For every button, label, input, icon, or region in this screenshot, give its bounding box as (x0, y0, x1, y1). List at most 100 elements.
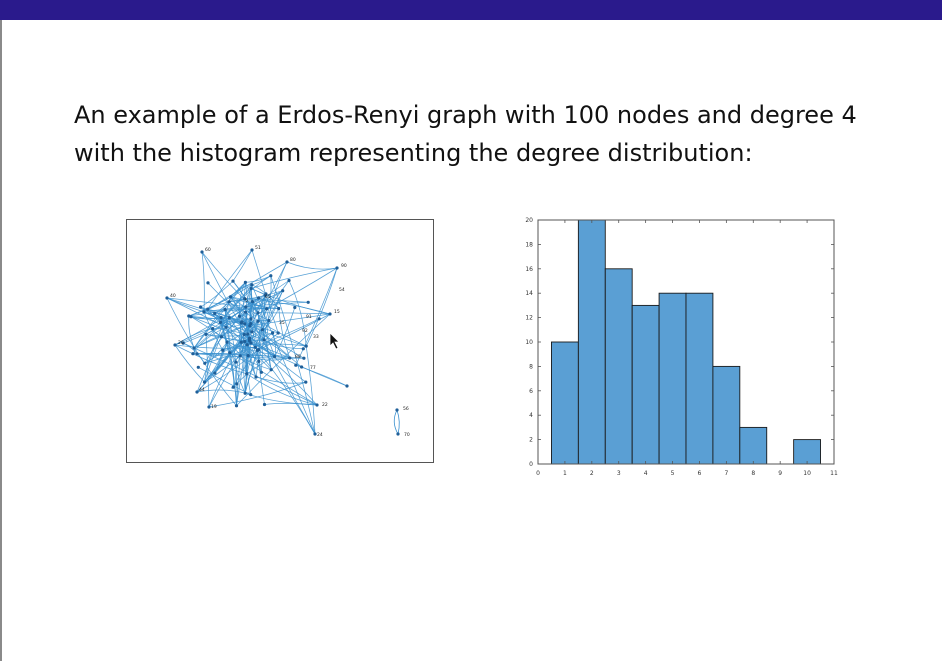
graph-node (300, 365, 304, 369)
graph-node (207, 405, 211, 409)
graph-node (271, 331, 275, 335)
graph-node (395, 408, 399, 412)
y-tick-label: 0 (529, 461, 533, 468)
graph-edge (286, 261, 338, 270)
graph-node (313, 432, 317, 436)
graph-node (203, 361, 207, 365)
graph-node (238, 354, 242, 358)
x-tick-label: 7 (724, 470, 728, 477)
graph-node (234, 404, 239, 408)
graph-node (269, 274, 273, 278)
y-tick-label: 6 (529, 388, 533, 395)
graph-edge (258, 308, 267, 350)
graph-node (301, 347, 305, 351)
graph-node (277, 306, 281, 311)
histogram-bar-1 (551, 341, 579, 465)
graph-edge (203, 261, 288, 313)
graph-edge (174, 293, 267, 346)
graph-node (257, 296, 261, 300)
graph-node (243, 297, 247, 301)
graph-node (204, 332, 208, 336)
graph-edge (224, 309, 246, 394)
graph-node (256, 319, 260, 323)
graph-edge (252, 301, 275, 357)
y-tick-label: 18 (525, 241, 533, 248)
graph-node (243, 280, 247, 284)
graph-node-label: 40 (170, 293, 176, 299)
graph-node (315, 403, 319, 407)
x-tick-label: 9 (778, 470, 782, 477)
graph-node-label: 51 (255, 245, 261, 251)
graph-edge (221, 336, 251, 344)
graph-node (245, 343, 249, 347)
graph-node (265, 307, 269, 311)
x-tick-label: 4 (644, 470, 648, 477)
graph-node (243, 339, 247, 344)
x-tick-label: 6 (698, 470, 702, 477)
graph-node (257, 348, 261, 352)
graph-node (224, 325, 228, 329)
histogram-bar-7 (712, 365, 741, 465)
x-tick-label: 8 (751, 470, 755, 477)
graph-node (304, 380, 308, 384)
graph-node (247, 337, 252, 341)
network-graph-panel: 60 51 80 90 54 15 40 26 33 92 91 35 77 24 56 70 44 19 22 65… (126, 219, 434, 463)
graph-node (231, 279, 235, 283)
graph-node (243, 391, 247, 395)
graph-edge (236, 313, 331, 407)
graph-node (231, 385, 235, 389)
x-tick-label: 3 (617, 470, 621, 477)
graph-edge (203, 301, 309, 313)
graph-node (223, 307, 227, 312)
graph-edge (183, 342, 318, 406)
graph-edge (250, 267, 338, 289)
graph-edge (201, 251, 259, 314)
graph-edge (204, 341, 228, 364)
graph-edge (247, 290, 284, 356)
slide-text-line-1: An example of a Erdos-Renyi graph with 1… (74, 101, 857, 129)
graph-edge (166, 297, 267, 310)
graph-node (250, 300, 255, 304)
graph-node (254, 375, 258, 379)
graph-node (250, 330, 254, 334)
graph-node (264, 292, 268, 296)
graph-node (202, 310, 206, 314)
graph-edge (166, 297, 237, 407)
graph-node (228, 295, 233, 299)
graph-node (173, 343, 177, 347)
graph-edge (166, 297, 227, 328)
graph-node (225, 340, 229, 344)
graph-edge (174, 344, 247, 375)
graph-node (246, 332, 250, 336)
histogram-bar-10 (793, 439, 821, 465)
x-tick-label: 0 (536, 470, 540, 477)
graph-node (211, 327, 215, 331)
graph-node-label: 22 (322, 402, 328, 408)
graph-node (281, 289, 285, 293)
graph-node (246, 354, 250, 358)
graph-edge (264, 403, 318, 406)
graph-node (276, 331, 280, 335)
histogram-bar-8 (739, 426, 768, 465)
graph-node (237, 314, 242, 318)
graph-node (249, 317, 253, 321)
graph-edge (228, 301, 302, 368)
graph-edge (214, 313, 260, 362)
graph-edge (244, 350, 258, 394)
graph-node (165, 296, 169, 300)
graph-edge (305, 267, 338, 347)
graph-edge (305, 346, 316, 435)
graph-node-label: 70 (404, 432, 410, 438)
graph-node (288, 356, 292, 360)
x-tick-label: 2 (590, 470, 594, 477)
graph-node-label: 26 (178, 340, 184, 346)
graph-node (243, 322, 247, 326)
graph-node-label: 92 (302, 328, 308, 334)
graph-node (269, 368, 273, 372)
graph-node-label: 80 (290, 257, 296, 263)
y-tick-label: 2 (529, 437, 533, 444)
graph-node-label: 60 (205, 247, 211, 253)
graph-node (328, 312, 332, 316)
x-tick-label: 1 (563, 470, 567, 477)
histogram-bar-3 (604, 268, 633, 465)
